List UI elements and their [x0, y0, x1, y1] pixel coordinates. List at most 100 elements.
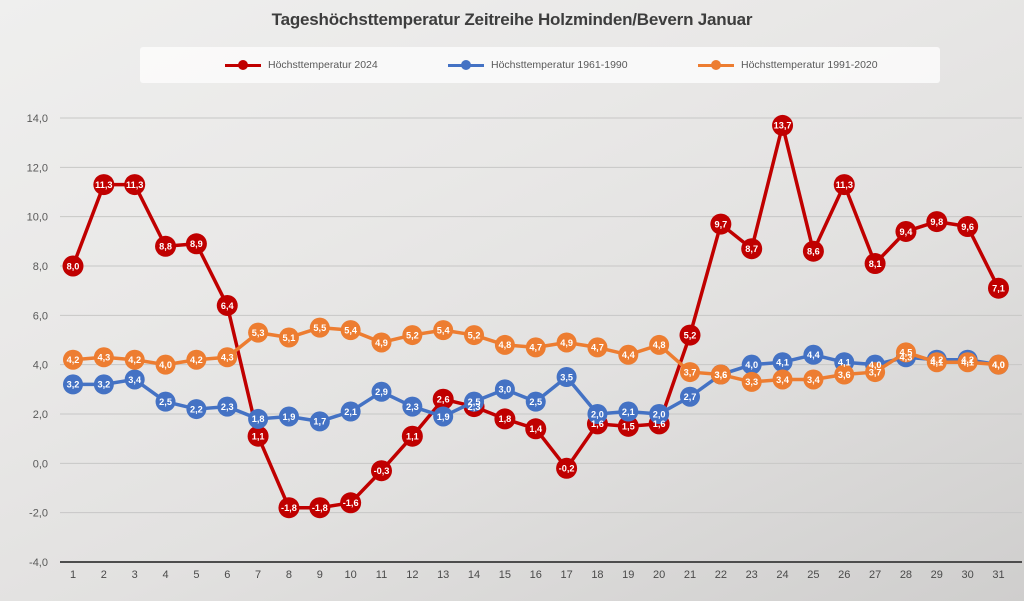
data-point-label: -1,8 [281, 503, 297, 513]
data-point-marker [649, 404, 670, 424]
data-point-marker [278, 406, 299, 427]
legend-label-2024: Höchsttemperatur 2024 [268, 59, 378, 71]
y-tick-label: 12,0 [27, 162, 48, 174]
data-point-label: 1,4 [529, 424, 543, 434]
x-tick-label: 28 [900, 569, 912, 581]
data-point-label: 9,4 [900, 227, 914, 237]
data-point-label: 2,3 [221, 402, 234, 412]
data-point-label: 4,3 [97, 353, 110, 363]
data-point-label: -0,2 [559, 464, 575, 474]
data-point-marker [62, 255, 84, 277]
data-point-label: 3,0 [499, 385, 512, 395]
data-point-label: 3,4 [128, 375, 142, 385]
data-point-label: 2,3 [468, 402, 481, 412]
data-point-label: 1,6 [591, 419, 604, 429]
x-tick-label: 30 [962, 569, 974, 581]
data-point-marker [186, 349, 207, 370]
x-tick-label: 12 [406, 569, 418, 581]
chart-title: Tageshöchsttemperatur Zeitreihe Holzmind… [271, 10, 753, 29]
data-point-label: 2,5 [468, 397, 481, 407]
data-point-label: 4,2 [67, 355, 80, 365]
data-point-marker [93, 174, 115, 196]
data-point-marker [63, 374, 83, 395]
x-tick-label: 18 [591, 569, 603, 581]
x-tick-label: 13 [437, 569, 449, 581]
data-point-marker [525, 391, 546, 412]
line-marker-icon [448, 60, 484, 70]
data-point-marker [895, 220, 917, 242]
line-marker-icon [225, 60, 261, 70]
data-point-marker [618, 344, 639, 365]
data-point-label: 4,8 [653, 340, 666, 350]
data-point-label: 5,1 [283, 333, 296, 343]
data-point-marker [216, 294, 238, 316]
data-point-marker [371, 460, 392, 482]
x-tick-label: 27 [869, 569, 881, 581]
data-point-label: 4,1 [930, 358, 943, 368]
data-point-label: 4,8 [499, 340, 512, 350]
data-point-marker [587, 404, 608, 424]
data-point-marker [618, 401, 639, 422]
data-point-label: 2,0 [653, 409, 666, 419]
x-tick-label: 3 [132, 569, 138, 581]
data-point-label: 3,2 [97, 380, 110, 390]
y-tick-label: 14,0 [27, 113, 48, 125]
data-point-label: 4,2 [961, 355, 974, 365]
data-point-marker [371, 381, 392, 402]
data-point-marker [772, 114, 794, 136]
data-point-marker [464, 391, 485, 412]
data-point-label: 2,5 [159, 397, 172, 407]
data-point-marker [433, 406, 454, 427]
line-marker-icon [698, 60, 734, 70]
data-point-marker [155, 354, 176, 375]
data-point-marker [371, 332, 392, 353]
legend-item-1961-1990: Höchsttemperatur 1961-1990 [448, 47, 628, 83]
data-point-marker [124, 369, 145, 390]
data-point-label: 11,3 [126, 180, 143, 190]
x-tick-label: 22 [715, 569, 727, 581]
data-point-label: 3,4 [776, 375, 790, 385]
data-point-label: 2,1 [622, 407, 635, 417]
data-point-label: 11,3 [95, 180, 112, 190]
data-point-label: 1,1 [252, 432, 265, 442]
x-tick-label: 26 [838, 569, 850, 581]
data-point-marker [494, 408, 516, 430]
data-point-marker [587, 337, 608, 358]
x-tick-label: 5 [193, 569, 199, 581]
y-tick-label: 0,0 [33, 458, 48, 470]
data-point-marker [464, 325, 485, 346]
y-axis-labels: 14,0 12,0 10,0 8,0 6,0 4,0 2,0 0,0 -2,0 -4,0 [27, 113, 48, 569]
data-point-label: 5,2 [406, 330, 419, 340]
data-point-marker [957, 352, 978, 373]
data-point-marker [833, 174, 855, 196]
data-point-marker [803, 344, 824, 365]
data-point-label: 2,2 [190, 404, 203, 414]
data-point-marker [63, 349, 83, 370]
data-point-marker [155, 235, 177, 257]
data-point-label: 8,8 [159, 242, 172, 252]
data-point-marker [402, 325, 423, 346]
data-point-marker [802, 240, 824, 262]
data-point-label: 13,7 [774, 121, 792, 131]
data-point-marker [401, 425, 423, 447]
data-point-marker [217, 347, 238, 368]
data-point-marker [432, 388, 454, 410]
data-point-label: 3,7 [869, 367, 882, 377]
data-point-label: 5,5 [313, 323, 326, 333]
data-point-label: 9,6 [961, 222, 974, 232]
y-tick-label: 6,0 [33, 310, 48, 322]
data-point-label: 4,2 [128, 355, 141, 365]
y-tick-label: 4,0 [33, 360, 48, 372]
data-point-marker [679, 324, 701, 346]
data-point-label: 3,6 [714, 370, 727, 380]
x-tick-label: 16 [530, 569, 542, 581]
x-tick-label: 21 [684, 569, 696, 581]
data-point-label: 4,9 [560, 338, 573, 348]
series-2-markers [63, 317, 1009, 392]
data-point-marker [278, 497, 300, 519]
data-point-label: 5,3 [252, 328, 265, 338]
data-point-label: 2,7 [684, 392, 697, 402]
data-point-label: 1,9 [437, 412, 450, 422]
data-point-marker [247, 425, 269, 447]
data-point-marker [741, 354, 762, 375]
